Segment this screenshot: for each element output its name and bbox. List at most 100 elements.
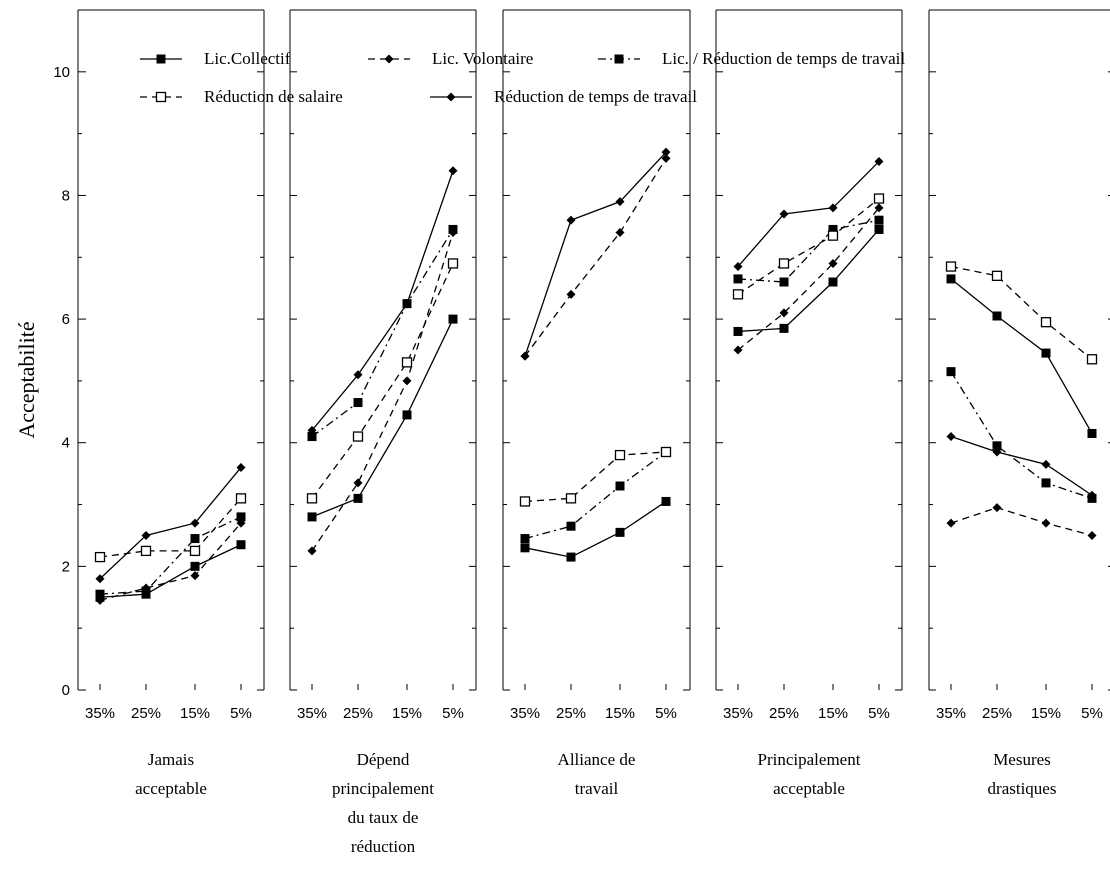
series-line: [311, 263, 454, 499]
data-point: [733, 326, 743, 336]
data-point: [307, 425, 317, 435]
data-point: [566, 215, 576, 225]
panel-category-label: Mesures: [993, 750, 1051, 769]
data-point: [661, 147, 671, 157]
data-point: [236, 512, 246, 522]
data-point: [566, 521, 576, 531]
panel-2: 35% 25% 15% 5% Dépend principalement du taux d…: [289, 9, 477, 856]
series-line: [950, 435, 1093, 496]
data-point: [1041, 478, 1051, 488]
legend-item: Lic. Volontaire: [362, 48, 533, 68]
legend-item: Lic. / Réduction de temps de travail: [592, 48, 905, 68]
legend-bg: [424, 86, 444, 106]
series-line: [737, 160, 880, 267]
legend-marker: [156, 54, 166, 64]
data-point: [615, 481, 625, 491]
data-point: [447, 258, 459, 269]
x-tick-label: 5%: [442, 705, 464, 722]
data-point: [141, 530, 151, 540]
legend-label: Lic. / Réduction de temps de travail: [662, 49, 905, 68]
data-point: [352, 431, 364, 442]
data-point: [402, 410, 412, 420]
data-point: [991, 270, 1003, 281]
data-point: [94, 551, 106, 563]
legend-marker: [446, 92, 456, 102]
series-line: [950, 278, 1093, 434]
data-point: [661, 496, 671, 506]
data-point: [615, 197, 625, 207]
series-line: [524, 451, 667, 540]
series-line: [524, 451, 667, 503]
data-point: [190, 534, 200, 544]
panel-3: 35% 25% 15% 5% Alliance de travail: [502, 9, 691, 798]
data-point: [660, 446, 672, 458]
x-tick-label: 5%: [230, 705, 252, 722]
data-point: [733, 274, 743, 284]
chart-legend: Lic.Collectif Lic. Volontaire Lic. / Réduc…: [134, 48, 905, 106]
series-line: [311, 232, 454, 552]
series-line: [311, 229, 454, 438]
series-line: [950, 506, 1093, 537]
x-tick-label: 35%: [85, 705, 115, 722]
series-line: [524, 158, 667, 357]
data-point: [992, 311, 1002, 321]
data-point: [946, 367, 956, 377]
data-point: [307, 546, 317, 556]
legend-marker: [155, 91, 167, 103]
y-tick-label: 10: [53, 64, 70, 81]
data-point: [353, 478, 363, 488]
legend-bg: [134, 86, 154, 106]
data-point: [733, 262, 743, 272]
data-point: [565, 493, 577, 504]
chart-panels: 0 2 4 6 8 10 35% 25% 15% 5% Jamais acceptable 35% 25%…: [53, 9, 1110, 856]
legend-item: Réduction de salaire: [134, 86, 343, 106]
panel-category-label: Alliance de: [558, 750, 636, 769]
data-point: [448, 166, 458, 176]
data-point: [353, 398, 363, 408]
x-tick-label: 35%: [936, 705, 966, 722]
panel-category-label: Principalement: [758, 750, 861, 769]
data-point: [353, 493, 363, 503]
x-tick-label: 25%: [556, 705, 586, 722]
x-tick-label: 15%: [818, 705, 848, 722]
data-point: [1087, 530, 1097, 540]
x-tick-label: 15%: [1031, 705, 1061, 722]
panel-5: 35% 25% 15% 5% Mesures drastiques: [928, 9, 1110, 798]
data-point: [992, 441, 1002, 451]
data-point: [827, 230, 839, 241]
legend-bg: [362, 48, 382, 68]
data-point: [1041, 518, 1051, 528]
y-axis-label: Acceptabilité: [14, 321, 39, 438]
data-point: [1041, 348, 1051, 358]
data-point: [1086, 354, 1098, 365]
panel-category-label: du taux de: [348, 808, 419, 827]
y-tick-label: 4: [62, 435, 70, 452]
data-point: [779, 277, 789, 287]
x-tick-label: 15%: [605, 705, 635, 722]
data-point: [661, 153, 671, 163]
x-tick-label: 5%: [1081, 705, 1103, 722]
data-point: [992, 447, 1002, 457]
series-line: [524, 500, 667, 558]
data-point: [520, 351, 530, 361]
x-tick-label: 35%: [510, 705, 540, 722]
data-point: [732, 289, 744, 300]
series-line: [950, 371, 1093, 499]
data-point: [520, 543, 530, 553]
legend-marker: [614, 54, 624, 64]
panel-1: 35% 25% 15% 5% Jamais acceptable: [77, 9, 265, 798]
panel-category-label: drastiques: [988, 779, 1057, 798]
data-point: [873, 193, 885, 204]
data-point: [874, 215, 884, 225]
series-line: [99, 544, 242, 598]
x-tick-label: 5%: [868, 705, 890, 722]
panel-category-label: acceptable: [773, 779, 845, 798]
data-point: [946, 274, 956, 284]
data-point: [614, 449, 626, 461]
y-tick-label: 8: [62, 187, 70, 204]
data-point: [828, 258, 838, 268]
legend-label: Réduction de temps de travail: [494, 87, 697, 106]
data-point: [828, 203, 838, 213]
data-point: [402, 376, 412, 386]
